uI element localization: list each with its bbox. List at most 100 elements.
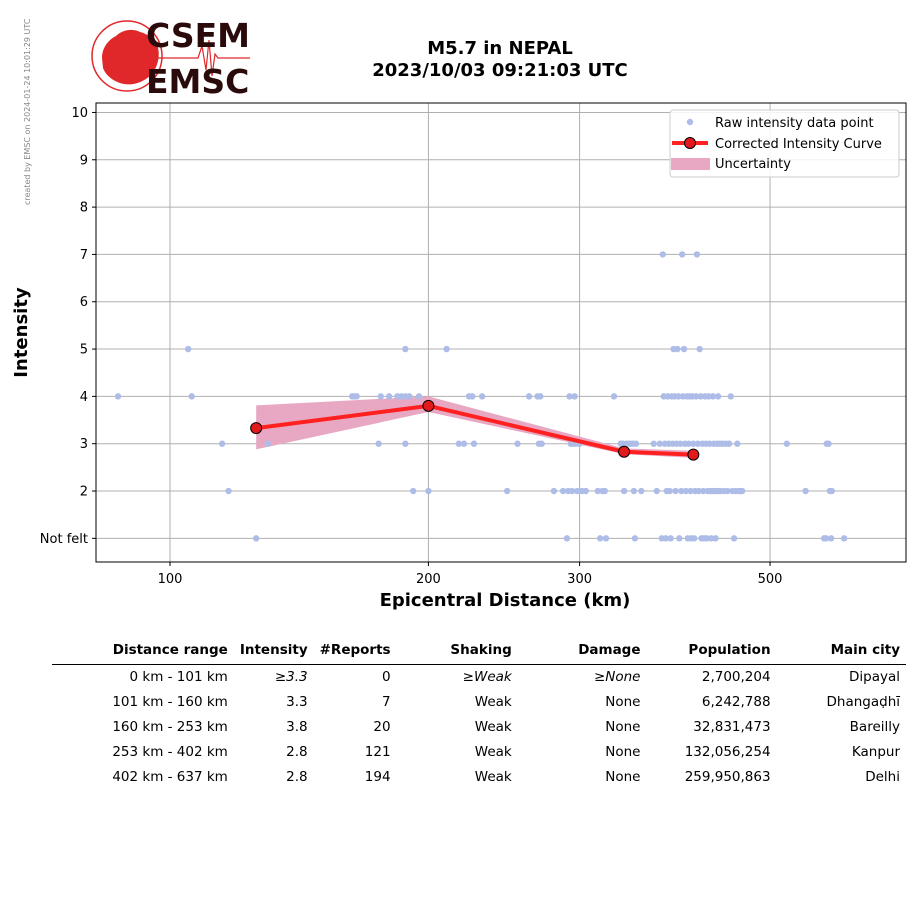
cell-shaking: ≥Weak <box>462 669 512 685</box>
raw-data-point <box>573 487 581 495</box>
cell-shaking: Weak <box>474 744 512 760</box>
raw-data-point <box>653 487 660 495</box>
header-shaking: Shaking <box>396 640 518 665</box>
cell-range: 101 km - 160 km <box>112 694 228 710</box>
raw-data-point <box>828 487 835 495</box>
raw-data-point <box>694 440 702 447</box>
raw-data-point <box>353 393 360 400</box>
cell-damage: None <box>605 769 641 785</box>
legend-raw-label: Raw intensity data point <box>715 116 874 131</box>
cell-damage: ≥None <box>593 669 641 685</box>
table-row: 402 km - 637 km 2.8 194 Weak None 259,95… <box>52 765 906 790</box>
raw-data-point <box>568 487 576 495</box>
cell-damage: None <box>605 719 641 735</box>
title-datetime: 2023/10/03 09:21:03 UTC <box>372 60 628 81</box>
raw-data-point <box>697 393 704 400</box>
cell-range: 402 km - 637 km <box>112 769 228 785</box>
raw-data-point <box>225 487 232 495</box>
raw-data-point <box>550 487 558 495</box>
raw-data-point <box>455 440 463 447</box>
cell-range: 0 km - 101 km <box>129 669 228 685</box>
raw-data-point <box>685 440 692 447</box>
cell-range: 253 km - 402 km <box>112 744 228 760</box>
x-tick-label: 300 <box>567 572 592 587</box>
cell-range: 160 km - 253 km <box>112 719 228 735</box>
raw-data-point <box>700 487 707 495</box>
raw-data-point <box>114 393 122 400</box>
legend: Raw intensity data point Corrected Intens… <box>669 109 900 178</box>
y-tick-label: Not felt <box>40 532 88 547</box>
table-row: 160 km - 253 km 3.8 20 Weak None 32,831,… <box>52 715 906 740</box>
raw-data-point <box>659 251 666 258</box>
raw-data-point <box>415 393 423 400</box>
raw-data-point <box>630 487 638 495</box>
cell-intensity: ≥3.3 <box>274 669 308 685</box>
legend-box <box>669 109 900 178</box>
raw-data-point <box>566 393 573 400</box>
header-intensity: Intensity <box>233 640 314 665</box>
raw-data-point <box>425 487 432 495</box>
cell-reports: 0 <box>381 669 391 685</box>
raw-data-point <box>695 487 702 495</box>
legend-raw-marker <box>686 118 694 126</box>
axes: 100 200 300 500 Not felt 2 3 4 5 6 7 8 9 10 Epicentral… <box>11 102 907 611</box>
header-population: Population <box>646 640 777 665</box>
raw-data-point <box>677 440 684 447</box>
cell-city: Delhi <box>865 769 900 785</box>
plot-frame <box>95 102 907 563</box>
y-tick-label: 10 <box>71 106 88 121</box>
x-tick-label: 200 <box>416 572 441 587</box>
cell-population: 2,700,204 <box>701 669 771 685</box>
seismogram-line <box>146 39 250 77</box>
raw-points-layer <box>114 251 848 542</box>
cell-reports: 20 <box>373 719 391 735</box>
raw-data-point <box>402 440 409 447</box>
raw-data-point <box>734 440 741 447</box>
raw-data-point <box>662 535 669 542</box>
raw-data-point <box>478 393 486 400</box>
raw-data-point <box>188 393 195 400</box>
raw-data-point <box>620 487 628 495</box>
cell-population: 259,950,863 <box>684 769 771 785</box>
raw-data-point <box>693 251 701 258</box>
raw-data-point <box>537 393 544 400</box>
logo-line2: EMSC <box>146 62 249 98</box>
header-main-city: Main city <box>776 640 906 665</box>
raw-data-point <box>650 440 657 447</box>
cell-shaking: Weak <box>474 719 512 735</box>
raw-data-point <box>696 345 703 353</box>
raw-data-point <box>730 535 738 542</box>
cell-intensity: 2.8 <box>286 744 308 760</box>
raw-data-point <box>682 487 690 495</box>
corrected-curve-marker <box>422 399 435 412</box>
y-tick-label: 3 <box>80 437 88 452</box>
raw-data-point <box>632 440 640 447</box>
raw-data-point <box>559 487 567 495</box>
cell-intensity: 3.8 <box>286 719 308 735</box>
summary-table: Distance range Intensity #Reports Shakin… <box>52 640 906 790</box>
corrected-curve-line <box>255 403 694 457</box>
raw-data-point <box>672 487 679 495</box>
raw-data-point <box>503 487 511 495</box>
raw-data-point <box>712 535 719 542</box>
corrected-curve-marker <box>618 445 631 458</box>
raw-data-point <box>571 393 578 400</box>
x-tick-label: 100 <box>158 572 183 587</box>
raw-data-point <box>563 535 571 542</box>
raw-data-point <box>375 440 382 447</box>
raw-data-point <box>675 393 682 400</box>
raw-data-point <box>601 487 609 495</box>
x-tick-label: 500 <box>758 572 783 587</box>
corrected-curve-marker <box>687 448 700 461</box>
y-tick-label: 9 <box>80 153 88 168</box>
cell-intensity: 2.8 <box>286 769 308 785</box>
cell-damage: None <box>605 744 641 760</box>
raw-data-point <box>525 393 533 400</box>
cell-reports: 7 <box>381 694 391 710</box>
cell-population: 6,242,788 <box>701 694 771 710</box>
raw-data-point <box>691 535 698 542</box>
cell-population: 32,831,473 <box>693 719 771 735</box>
raw-data-point <box>724 487 731 495</box>
header-damage: Damage <box>517 640 647 665</box>
raw-data-point <box>674 345 681 353</box>
